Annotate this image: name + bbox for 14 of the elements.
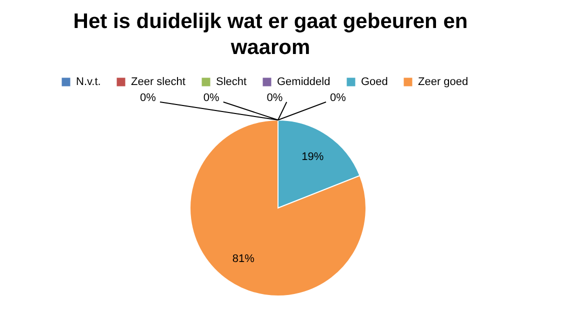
- legend-label: Slecht: [216, 76, 247, 88]
- legend-label: Zeer slecht: [131, 76, 186, 88]
- legend-label: Gemiddeld: [277, 76, 330, 88]
- data-label: 19%: [302, 151, 324, 164]
- data-label: 81%: [232, 252, 255, 265]
- text: 0%: [203, 92, 220, 104]
- text: 0%: [140, 92, 156, 104]
- legend-label: N.v.t.: [76, 76, 101, 88]
- legend-label: Goed: [361, 76, 388, 88]
- pie-slice: [190, 120, 366, 296]
- text: 0%: [330, 92, 346, 104]
- chart-title: Het is duidelijk wat er gaat gebeuren en waarom: [73, 10, 468, 59]
- text: 0%: [266, 92, 283, 104]
- legend-label: Zeer goed: [418, 76, 468, 88]
